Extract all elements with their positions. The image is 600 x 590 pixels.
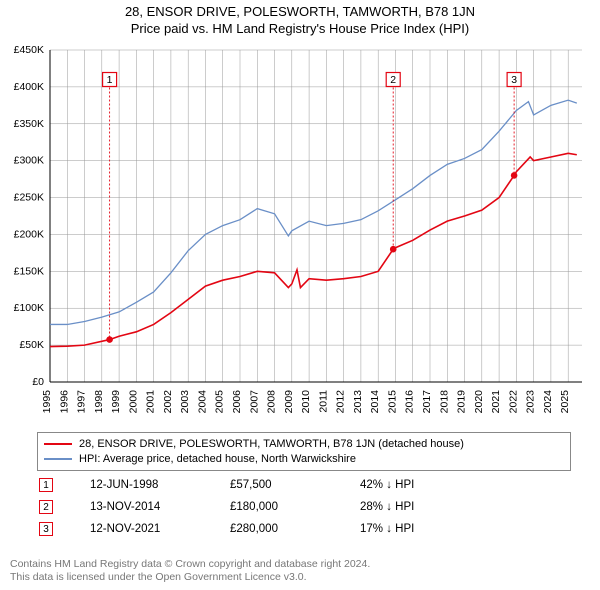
- svg-text:2007: 2007: [248, 390, 260, 414]
- svg-text:2024: 2024: [542, 390, 554, 414]
- svg-text:£400K: £400K: [14, 81, 44, 93]
- svg-text:2019: 2019: [456, 390, 468, 414]
- svg-text:2: 2: [390, 74, 396, 86]
- title-block: 28, ENSOR DRIVE, POLESWORTH, TAMWORTH, B…: [0, 0, 600, 36]
- svg-text:£150K: £150K: [14, 265, 44, 277]
- svg-text:3: 3: [511, 74, 517, 86]
- footer-line2: This data is licensed under the Open Gov…: [10, 571, 370, 584]
- svg-text:2016: 2016: [404, 390, 416, 414]
- title-address: 28, ENSOR DRIVE, POLESWORTH, TAMWORTH, B…: [0, 4, 600, 19]
- svg-text:2021: 2021: [490, 390, 502, 414]
- svg-text:1: 1: [107, 74, 113, 86]
- svg-text:£450K: £450K: [14, 44, 44, 56]
- svg-text:1996: 1996: [58, 390, 70, 414]
- svg-text:2014: 2014: [369, 390, 381, 414]
- sale-row: 2 13-NOV-2014 £180,000 28% ↓ HPI: [37, 496, 571, 518]
- svg-text:1997: 1997: [76, 390, 88, 414]
- sale-date: 13-NOV-2014: [90, 501, 230, 513]
- svg-text:£350K: £350K: [14, 118, 44, 130]
- footer-attribution: Contains HM Land Registry data © Crown c…: [10, 558, 370, 584]
- svg-text:£50K: £50K: [19, 339, 44, 351]
- sale-row: 1 12-JUN-1998 £57,500 42% ↓ HPI: [37, 474, 571, 496]
- sale-marker-num: 2: [43, 502, 49, 513]
- sales-table: 1 12-JUN-1998 £57,500 42% ↓ HPI 2 13-NOV…: [37, 474, 571, 540]
- svg-text:2001: 2001: [145, 390, 157, 414]
- svg-text:2020: 2020: [473, 390, 485, 414]
- svg-text:£300K: £300K: [14, 155, 44, 167]
- sale-marker-icon: 2: [39, 500, 53, 514]
- svg-text:2012: 2012: [335, 390, 347, 414]
- svg-text:2008: 2008: [266, 390, 278, 414]
- svg-text:1999: 1999: [110, 390, 122, 414]
- chart-area: £0 £50K £100K £150K £200K £250K £300K £350K £400…: [8, 44, 592, 424]
- svg-text:2015: 2015: [386, 390, 398, 414]
- svg-text:£100K: £100K: [14, 302, 44, 314]
- svg-text:2000: 2000: [127, 390, 139, 414]
- sale-price: £180,000: [230, 501, 360, 513]
- svg-text:£200K: £200K: [14, 228, 44, 240]
- svg-text:2006: 2006: [231, 390, 243, 414]
- svg-text:2013: 2013: [352, 390, 364, 414]
- sale-price: £57,500: [230, 479, 360, 491]
- sale-marker-icon: 3: [39, 522, 53, 536]
- svg-text:2023: 2023: [525, 390, 537, 414]
- sale-delta: 28% ↓ HPI: [360, 501, 510, 513]
- title-subtitle: Price paid vs. HM Land Registry's House …: [0, 21, 600, 36]
- svg-text:2022: 2022: [507, 390, 519, 414]
- svg-text:2018: 2018: [438, 390, 450, 414]
- svg-text:2025: 2025: [559, 390, 571, 414]
- sale-delta: 42% ↓ HPI: [360, 479, 510, 491]
- sale-marker-icon: 1: [39, 478, 53, 492]
- svg-text:£0: £0: [32, 376, 44, 388]
- sale-delta: 17% ↓ HPI: [360, 523, 510, 535]
- sale-date: 12-JUN-1998: [90, 479, 230, 491]
- svg-text:1998: 1998: [93, 390, 105, 414]
- footer-line1: Contains HM Land Registry data © Crown c…: [10, 558, 370, 571]
- sale-marker-num: 3: [43, 524, 49, 535]
- svg-text:£250K: £250K: [14, 192, 44, 204]
- svg-text:2017: 2017: [421, 390, 433, 414]
- legend-swatch-hpi: [44, 458, 72, 460]
- svg-text:2005: 2005: [214, 390, 226, 414]
- legend-item-property: 28, ENSOR DRIVE, POLESWORTH, TAMWORTH, B…: [44, 436, 564, 451]
- chart-svg: £0 £50K £100K £150K £200K £250K £300K £350K £400…: [8, 44, 592, 424]
- legend: 28, ENSOR DRIVE, POLESWORTH, TAMWORTH, B…: [37, 432, 571, 471]
- legend-label-hpi: HPI: Average price, detached house, Nort…: [79, 453, 356, 465]
- svg-text:2011: 2011: [317, 390, 329, 413]
- legend-label-property: 28, ENSOR DRIVE, POLESWORTH, TAMWORTH, B…: [79, 438, 464, 450]
- chart-container: 28, ENSOR DRIVE, POLESWORTH, TAMWORTH, B…: [0, 0, 600, 590]
- svg-text:1995: 1995: [41, 390, 53, 414]
- svg-text:2010: 2010: [300, 390, 312, 414]
- svg-text:2003: 2003: [179, 390, 191, 414]
- legend-swatch-property: [44, 443, 72, 445]
- sale-row: 3 12-NOV-2021 £280,000 17% ↓ HPI: [37, 518, 571, 540]
- svg-text:2009: 2009: [283, 390, 295, 414]
- sale-price: £280,000: [230, 523, 360, 535]
- sale-date: 12-NOV-2021: [90, 523, 230, 535]
- legend-item-hpi: HPI: Average price, detached house, Nort…: [44, 451, 564, 466]
- svg-text:2004: 2004: [196, 390, 208, 414]
- svg-text:2002: 2002: [162, 390, 174, 414]
- sale-marker-num: 1: [43, 480, 49, 491]
